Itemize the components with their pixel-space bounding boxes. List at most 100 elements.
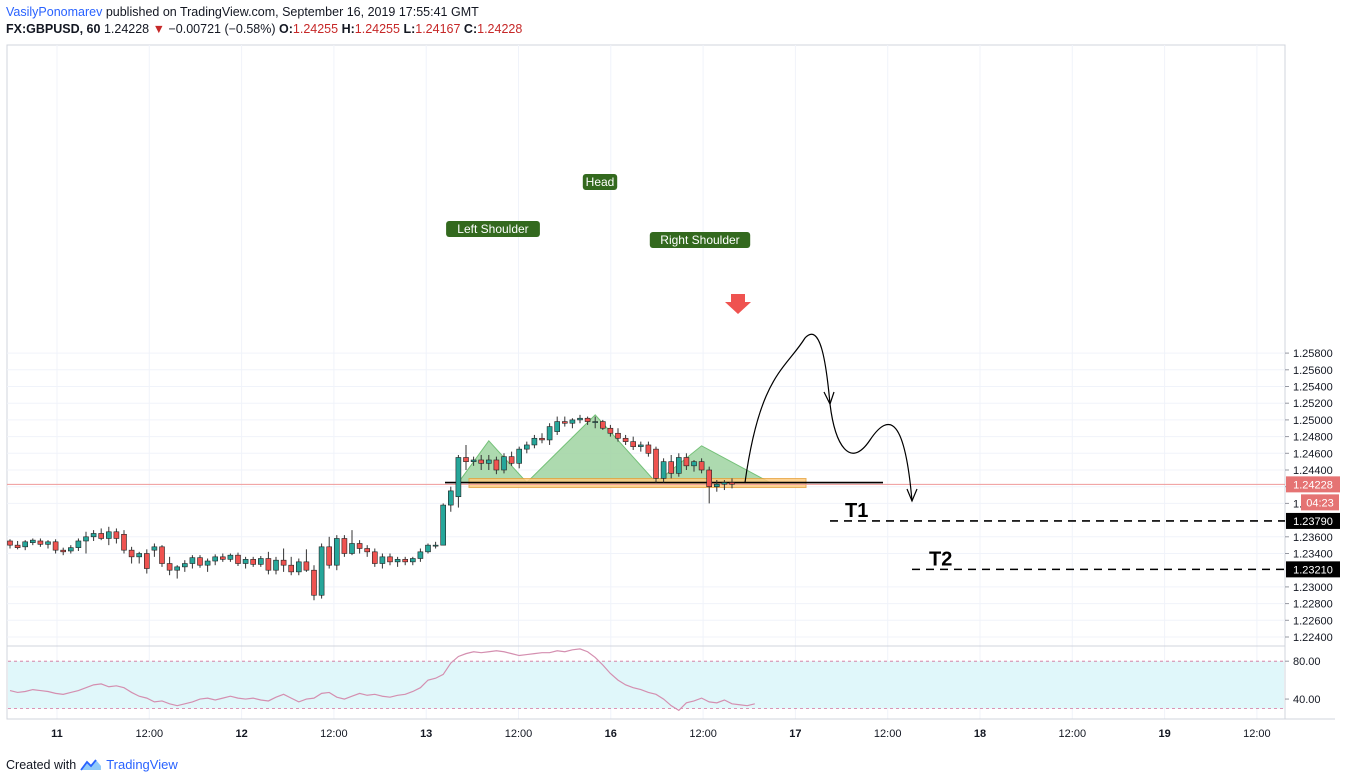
candle-body bbox=[197, 557, 203, 566]
tradingview-brand[interactable]: TradingView bbox=[106, 757, 178, 772]
candle bbox=[402, 556, 409, 566]
down-arrow-icon: ▼ bbox=[152, 22, 165, 36]
candle bbox=[470, 456, 477, 466]
candle-body bbox=[463, 457, 469, 462]
candle bbox=[75, 538, 82, 551]
candle-body bbox=[144, 553, 150, 569]
author-link[interactable]: VasilyPonomarev bbox=[6, 5, 103, 19]
candle-body bbox=[52, 541, 59, 551]
last-price: 1.24228 bbox=[103, 22, 150, 36]
candle bbox=[303, 549, 310, 572]
candle bbox=[227, 553, 234, 562]
price-tick-label: 1.25800 bbox=[1293, 348, 1333, 360]
candle bbox=[174, 565, 180, 579]
candle-body bbox=[706, 469, 713, 488]
candle-body bbox=[288, 564, 295, 573]
candle bbox=[52, 539, 59, 554]
candle-body bbox=[554, 421, 561, 432]
candle bbox=[159, 545, 165, 567]
candle bbox=[668, 454, 675, 479]
candle bbox=[136, 551, 142, 564]
candle bbox=[394, 556, 401, 567]
candle bbox=[607, 424, 614, 437]
time-tick-label: 12:00 bbox=[320, 728, 348, 740]
candle bbox=[485, 454, 492, 470]
published-text: published on TradingView.com, September … bbox=[105, 5, 479, 19]
candle-body bbox=[668, 461, 675, 474]
t2-label: T2 bbox=[929, 548, 952, 570]
time-axis[interactable]: 11 12:00 12 12:00 13 12:00 16 12:00 17 12:00 18 12:… bbox=[7, 718, 1335, 740]
publish-info: VasilyPonomarev published on TradingView… bbox=[6, 5, 479, 19]
candle bbox=[463, 444, 469, 470]
candle-body bbox=[508, 456, 515, 464]
candle-body bbox=[106, 531, 112, 539]
candle bbox=[83, 531, 89, 554]
candle-body bbox=[250, 559, 256, 565]
candle bbox=[455, 454, 462, 508]
rsi-line bbox=[9, 648, 755, 712]
candle-body bbox=[280, 559, 287, 566]
price-axis[interactable]: 1.25800 1.25600 1.25400 1.25200 1.25000 1.248… bbox=[1285, 348, 1340, 644]
candle bbox=[14, 540, 21, 550]
candle-body bbox=[432, 544, 439, 547]
candle bbox=[311, 565, 317, 601]
candle-body bbox=[470, 459, 477, 462]
candle-body bbox=[371, 551, 378, 564]
created-with-label: Created with bbox=[6, 757, 77, 772]
candle-body bbox=[265, 558, 272, 571]
price-tick-label: 1.22800 bbox=[1293, 599, 1333, 611]
candle bbox=[113, 528, 120, 544]
candle bbox=[508, 451, 515, 466]
candle bbox=[478, 454, 485, 470]
t1-price-tag: 1.23790 bbox=[1293, 516, 1333, 528]
candle bbox=[356, 540, 363, 554]
candle-body bbox=[683, 457, 690, 467]
candle bbox=[561, 416, 568, 427]
projection-arrowhead-2 bbox=[906, 488, 918, 503]
candle-body bbox=[113, 531, 120, 539]
time-tick-label: 12:00 bbox=[689, 728, 717, 740]
candle-body bbox=[311, 569, 317, 596]
time-tick-label: 17 bbox=[789, 728, 801, 740]
rsi-indicator: 80.00 40.00 bbox=[8, 648, 1321, 712]
candle bbox=[90, 530, 97, 541]
candle-body bbox=[326, 546, 333, 566]
candle-body bbox=[592, 421, 599, 423]
price-tick-label: 1.23000 bbox=[1293, 582, 1333, 594]
candle bbox=[235, 552, 241, 567]
head-label-text: Head bbox=[586, 175, 615, 189]
main-pane[interactable] bbox=[6, 44, 1286, 647]
candle-body bbox=[675, 457, 682, 474]
time-tick-label: 12:00 bbox=[1059, 728, 1087, 740]
candle bbox=[599, 419, 606, 430]
symbol-info: FX:GBPUSD, 60 1.24228 ▼ −0.00721 (−0.58%… bbox=[6, 22, 522, 36]
left-shoulder-label: Left Shoulder bbox=[446, 221, 540, 237]
candle bbox=[432, 541, 439, 549]
close-label: C: bbox=[463, 22, 478, 36]
candle bbox=[425, 543, 431, 554]
candle-body bbox=[729, 482, 735, 485]
candle-body bbox=[273, 559, 279, 571]
candle-body bbox=[166, 563, 173, 571]
time-tick-label: 12:00 bbox=[136, 728, 164, 740]
candle-body bbox=[523, 444, 530, 450]
candle-body bbox=[478, 459, 485, 464]
candle bbox=[577, 414, 583, 424]
rsi-level-label: 80.00 bbox=[1293, 656, 1321, 668]
price-tick-label: 1.25000 bbox=[1293, 415, 1333, 427]
price-tick-label: 1.25400 bbox=[1293, 382, 1333, 394]
candle bbox=[341, 535, 348, 557]
price-tick-label: 1.25200 bbox=[1293, 398, 1333, 410]
price-tick-label: 1.22600 bbox=[1293, 615, 1333, 627]
candle-body bbox=[159, 546, 165, 564]
candle-body bbox=[90, 533, 97, 538]
time-tick-label: 16 bbox=[605, 728, 617, 740]
candle bbox=[220, 553, 226, 562]
price-tick-label: 1.22400 bbox=[1293, 632, 1333, 644]
left-shoulder-label-text: Left Shoulder bbox=[457, 222, 528, 236]
right-shoulder-label-text: Right Shoulder bbox=[660, 233, 739, 247]
candle-body bbox=[379, 556, 386, 564]
candle bbox=[691, 459, 697, 472]
candle bbox=[68, 545, 74, 554]
